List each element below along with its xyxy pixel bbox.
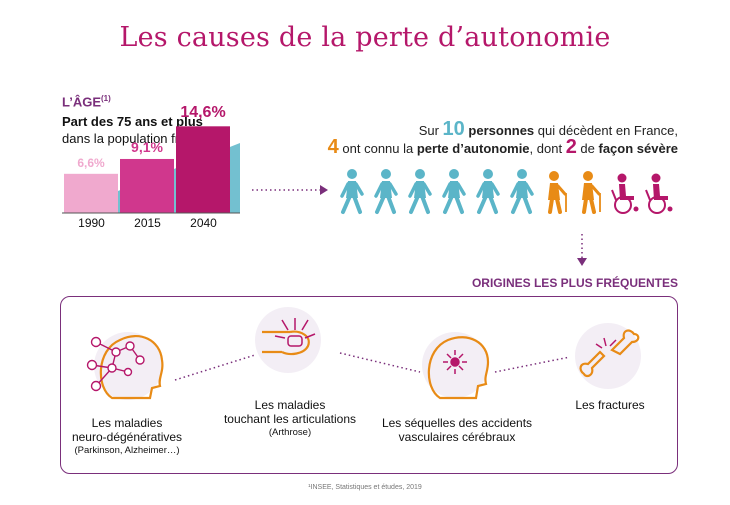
stat-line-1: Sur 10 personnes qui décèdent en France, [418,118,678,140]
bar-2015 [120,158,174,213]
bars-group [64,126,230,213]
bar-value-label: 6,6% [77,155,105,170]
walking-person-icon [442,169,466,214]
bar-value-label: 9,1% [131,138,163,155]
arrow-head-icon [320,185,328,195]
origins-box [60,296,678,474]
year-label: 2015 [134,216,161,230]
cause-neuro: Les maladies neuro-dégénératives (Parkin… [71,416,183,456]
wheelchair-icon [611,173,639,214]
stat-line-2: 4 ont connu la perte d’autonomie, dont 2… [327,136,678,158]
joint-pain-icon [255,307,321,373]
walking-person-icon [408,169,432,214]
walking-person-icon [476,169,500,214]
source-note: ¹INSEE, Statistiques et études, 2019 [308,484,422,491]
bar-2040 [176,126,230,213]
connector-line [174,354,256,381]
connector-line [339,352,421,373]
origins-heading: ORIGINES LES PLUS FRÉQUENTES [471,276,678,290]
elderly-person-icon [548,171,567,214]
walking-person-icon [340,169,364,214]
stat-number-4: 4 [327,136,339,158]
elderly-person-icon [582,171,601,214]
stat-number-2: 2 [565,136,577,158]
broken-bone-icon [575,323,641,389]
walking-person-icon [510,169,534,214]
year-label: 2040 [190,216,217,230]
wheelchair-icon [645,173,673,214]
stat-number-10: 10 [442,118,465,140]
page-title: Les causes de la perte d’autonomie [119,22,611,53]
arrow-down-head-icon [577,258,587,266]
bar-1990 [64,173,118,213]
bar-value-label: 14,6% [180,104,226,122]
age-subtitle-bold: Part des 75 ans et plus [62,114,203,129]
stroke-head-icon [422,332,490,400]
connector-line [494,356,571,373]
cause-avc: Les séquelles des accidents vasculaires … [381,416,533,444]
brain-network-icon [86,332,164,400]
people-row [340,169,673,214]
cause-fractures: Les fractures [575,398,645,412]
cause-articulations: Les maladies touchant les articulations … [223,398,357,438]
walking-person-icon [374,169,398,214]
age-heading: L’ÂGE(1) [62,94,111,110]
year-label: 1990 [78,216,105,230]
footnote-ref: (1) [101,94,111,103]
